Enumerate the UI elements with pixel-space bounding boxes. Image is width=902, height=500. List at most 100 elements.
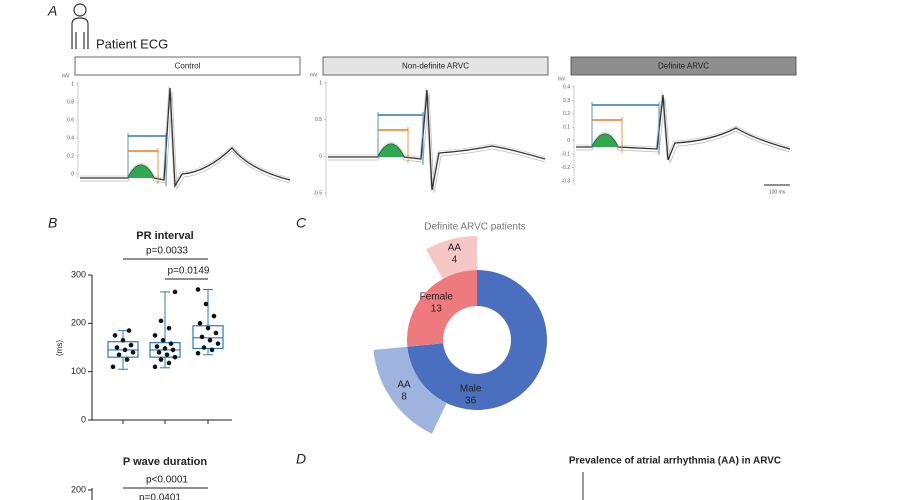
y-tick-label: 0.6 [67, 117, 74, 123]
panel-label: D [296, 451, 306, 467]
data-point [168, 341, 174, 346]
group-header [322, 56, 549, 76]
data-point [130, 350, 136, 355]
segment-label: AA [397, 380, 411, 391]
y-tick-label: 300 [71, 269, 86, 279]
box [192, 325, 224, 350]
data-point [116, 352, 122, 358]
p-wave-area [592, 134, 618, 147]
data-point [203, 301, 209, 307]
panel-label: C [296, 215, 307, 231]
panel-label: A [47, 3, 57, 19]
data-point [156, 350, 162, 355]
axis-unit: mV [558, 76, 566, 82]
segment-value: 4 [452, 255, 458, 266]
ecg-trace [576, 97, 791, 164]
y-tick-label: 0.2 [563, 111, 570, 117]
p-value: p<0.0001 [146, 475, 188, 486]
donut-subsegment [373, 346, 447, 434]
scale-bar-label: 100 ms [769, 189, 786, 195]
data-point [195, 287, 201, 292]
y-tick-label: 100 [71, 366, 86, 376]
donut-subsegment [425, 236, 477, 280]
y-tick-label: 1 [71, 81, 74, 87]
segment-value: 8 [401, 392, 407, 403]
data-point [199, 334, 205, 340]
y-tick-label: 200 [71, 318, 86, 328]
data-point [172, 354, 178, 360]
data-point [166, 325, 172, 331]
panel-title: Patient ECG [96, 36, 168, 51]
p-value: p=0.0149 [168, 266, 210, 277]
data-point [114, 345, 120, 350]
axis-unit: mV [62, 73, 70, 79]
y-tick-label: 1 [319, 80, 322, 86]
data-point [207, 337, 213, 343]
data-point [160, 337, 166, 343]
data-point [197, 321, 203, 326]
axis-unit: mV [310, 72, 318, 78]
y-tick-label: 0.8 [67, 99, 74, 105]
data-point [112, 333, 118, 338]
data-point [110, 364, 116, 370]
ecg-trace [80, 85, 291, 186]
data-point [126, 328, 132, 333]
y-tick-label: 0 [81, 414, 86, 424]
segment-value: 13 [431, 304, 443, 315]
chart-title: PR interval [136, 230, 193, 242]
y-axis-label: (ms) [55, 340, 64, 356]
patient-icon [71, 3, 89, 49]
y-tick-label: -0.1 [561, 151, 570, 157]
data-point [154, 344, 160, 349]
y-tick-label: 0.2 [67, 153, 74, 159]
group-header [74, 56, 301, 76]
y-tick-label: 0 [567, 138, 570, 144]
y-tick-label: -0.5 [313, 190, 322, 196]
p-wave-area [378, 144, 404, 157]
chart-title: Prevalence of atrial arrhythmia (AA) in … [569, 456, 781, 467]
data-point [128, 342, 134, 348]
data-point [195, 351, 201, 356]
data-point [158, 357, 164, 362]
y-tick-label: 0 [71, 171, 74, 177]
data-point [172, 289, 178, 295]
data-point [152, 333, 158, 338]
data-point [211, 313, 217, 319]
p-wave-area [128, 165, 154, 178]
segment-label: Female [420, 292, 454, 303]
segment-value: 36 [465, 395, 477, 406]
data-point [122, 347, 128, 353]
y-tick-label: 0.4 [563, 84, 570, 90]
donut-segment [406, 270, 477, 347]
data-point [215, 341, 221, 346]
ecg-trace [328, 87, 546, 189]
data-point [158, 318, 164, 324]
y-tick-label: 0.4 [67, 135, 74, 141]
data-point [152, 364, 158, 370]
y-tick-label: 200 [71, 484, 86, 494]
panel-label: B [48, 215, 57, 231]
segment-label: AA [448, 243, 462, 254]
chart-title: Definite ARVC patients [424, 222, 526, 233]
group-header-label: Control [175, 62, 201, 71]
data-point [209, 347, 215, 353]
y-tick-label: 0.3 [563, 98, 570, 104]
y-tick-label: 0.1 [563, 125, 570, 131]
data-point [162, 346, 168, 351]
data-point [213, 330, 219, 336]
segment-label: Male [460, 383, 482, 394]
group-header-label: Non-definite ARVC [402, 62, 469, 71]
data-point [201, 345, 207, 350]
chart-title: P wave duration [123, 456, 207, 468]
data-point [205, 325, 211, 331]
ecg-trace [328, 89, 546, 191]
y-tick-label: -0.3 [561, 178, 570, 184]
p-value: p=0.0401 [139, 493, 181, 500]
data-point [164, 352, 170, 358]
group-header [570, 56, 797, 76]
ecg-trace [576, 92, 791, 159]
y-tick-label: -0.2 [561, 165, 570, 171]
data-point [124, 357, 130, 362]
data-point [166, 360, 172, 366]
